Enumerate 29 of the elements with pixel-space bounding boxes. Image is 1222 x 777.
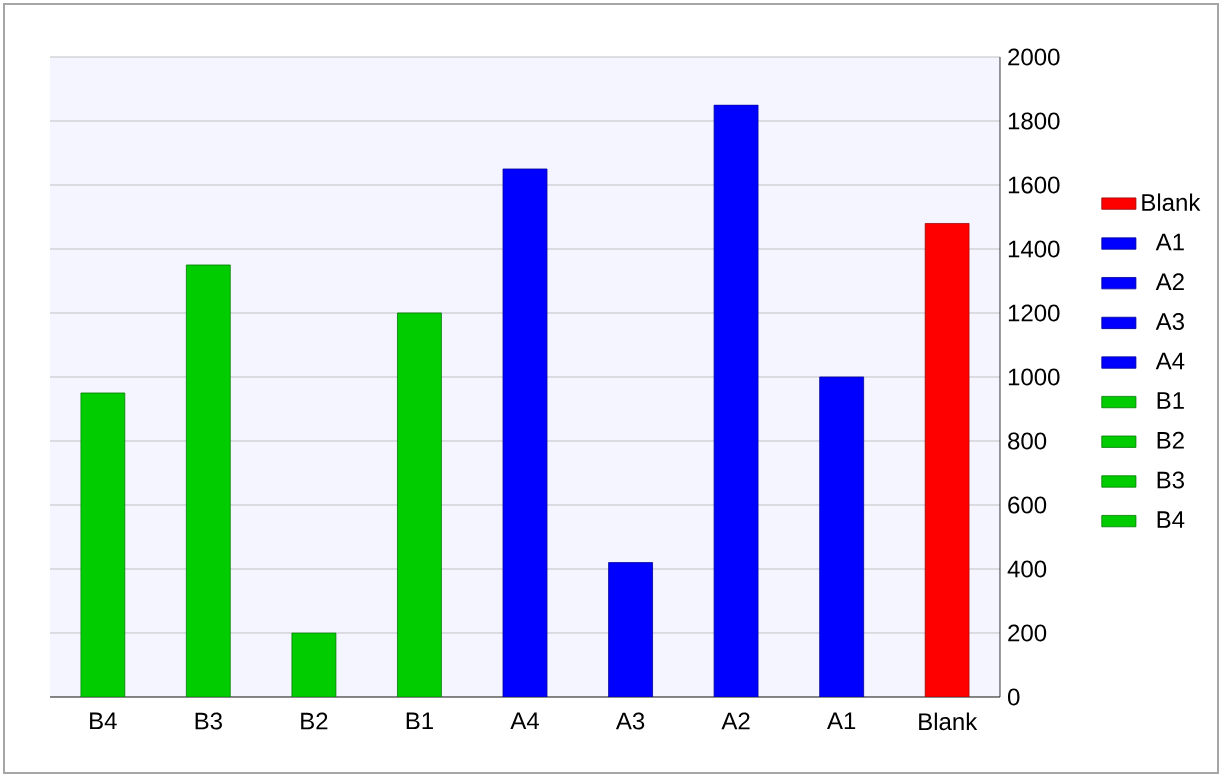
x-tick-label: A4: [510, 712, 539, 730]
x-tick-label: A1: [827, 712, 856, 730]
y-tick-label: 800: [1008, 432, 1047, 450]
legend-label: A2: [1155, 273, 1184, 291]
legend-label: B2: [1157, 431, 1184, 449]
y-tick-label: 1400: [1008, 240, 1060, 258]
legend-label: A1: [1155, 233, 1184, 251]
y-tick-label: 0: [1008, 688, 1020, 706]
x-tick-label: A2: [721, 712, 750, 730]
legend-label: Blank: [1142, 193, 1201, 212]
x-tick-label: B4: [90, 712, 117, 730]
x-tick-label: A3: [615, 712, 645, 730]
y-tick-label: 600: [1008, 496, 1047, 514]
y-tick-label: 400: [1007, 560, 1047, 578]
legend-label: B3: [1157, 471, 1184, 489]
x-tick-label: Blank: [919, 712, 978, 731]
y-tick-label: 2000: [1008, 48, 1060, 66]
y-tick-label: 200: [1008, 624, 1047, 642]
legend-label: B4: [1157, 511, 1185, 528]
y-tick-label: 1800: [1008, 112, 1060, 130]
x-tick-label: B3: [195, 712, 222, 730]
x-tick-label: B2: [301, 712, 328, 730]
y-tick-label: 1200: [1008, 304, 1060, 322]
x-tick-label: B1: [406, 712, 433, 730]
legend-label: A4: [1155, 352, 1185, 370]
y-tick-label: 1600: [1008, 176, 1060, 194]
legend-label: B1: [1157, 392, 1184, 409]
legend-label: A3: [1155, 313, 1184, 331]
y-tick-label: 1000: [1008, 368, 1060, 386]
